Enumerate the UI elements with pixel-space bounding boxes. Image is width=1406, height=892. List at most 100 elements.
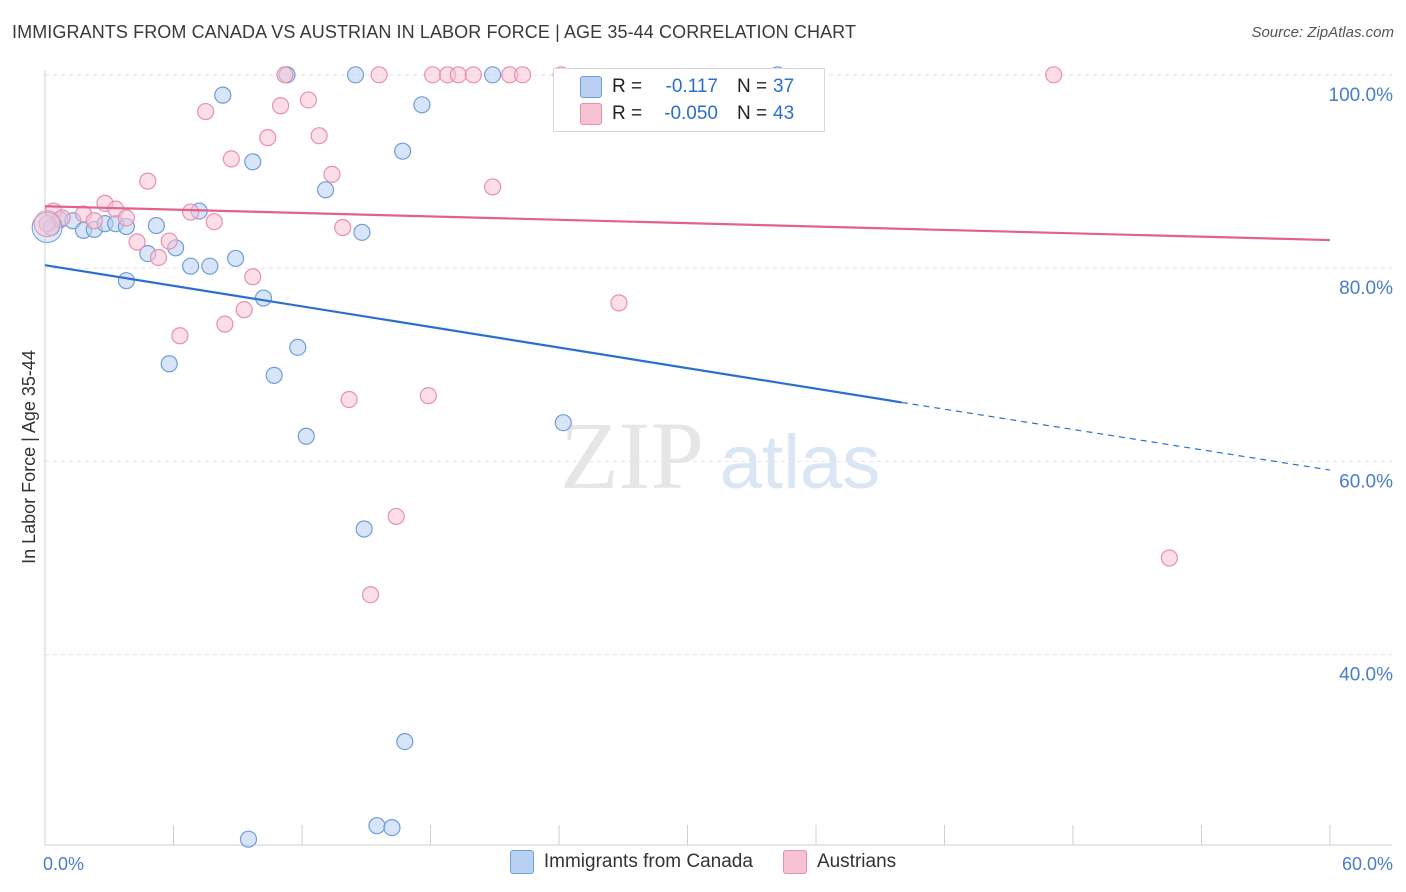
point-austrians <box>323 165 341 183</box>
point-austrians <box>117 209 135 227</box>
point-canada <box>265 366 283 384</box>
tick-labels: 40.0% 60.0% 80.0% 100.0% 0.0% 60.0% <box>43 85 1393 874</box>
point-austrians <box>182 203 200 221</box>
stats-swatch-blue <box>580 76 602 98</box>
point-canada <box>353 223 371 241</box>
chart-title: IMMIGRANTS FROM CANADA VS AUSTRIAN IN LA… <box>12 22 857 42</box>
trend-line-canada-extension <box>901 401 1331 471</box>
y-tick-label: 40.0% <box>1339 665 1393 686</box>
point-canada <box>413 96 431 114</box>
point-austrians <box>1160 549 1178 567</box>
point-austrians <box>340 390 358 409</box>
stats-swatch-pink <box>580 103 602 125</box>
watermark: ZIP atlas <box>560 402 880 509</box>
point-austrians <box>1045 66 1063 84</box>
y-tick-label: 60.0% <box>1339 471 1393 492</box>
point-austrians <box>38 215 56 233</box>
point-austrians <box>310 127 328 145</box>
cluster-point-canada <box>31 212 63 244</box>
cluster-point-austrians <box>33 210 61 238</box>
y-tick-label: 100.0% <box>1329 85 1394 106</box>
stats-n-label: N = <box>737 76 768 97</box>
point-canada <box>239 830 258 848</box>
x-tick-label: 60.0% <box>1342 854 1393 874</box>
stats-box: R = -0.117 N = 37 R = -0.050 N = 43 <box>553 68 825 132</box>
point-austrians <box>484 178 502 196</box>
point-canada <box>383 819 401 837</box>
source-label: Source: ZipAtlas.com <box>1251 24 1394 41</box>
point-austrians <box>244 268 262 286</box>
point-canada <box>297 427 315 445</box>
watermark-atlas: atlas <box>720 420 881 505</box>
point-canada <box>346 66 365 84</box>
point-canada <box>394 142 412 160</box>
point-canada <box>368 817 386 835</box>
point-austrians <box>85 212 103 230</box>
stats-n-value: 37 <box>773 76 795 97</box>
point-austrians <box>235 301 253 319</box>
point-austrians <box>449 66 467 84</box>
point-austrians <box>299 91 318 109</box>
grid-lines <box>45 74 1392 656</box>
point-austrians <box>149 248 168 267</box>
point-canada <box>254 289 273 307</box>
point-canada <box>201 257 219 275</box>
point-canada <box>214 86 232 104</box>
point-canada <box>117 272 135 290</box>
point-austrians <box>197 102 215 121</box>
point-austrians <box>216 315 234 333</box>
point-canada <box>316 181 335 199</box>
point-austrians <box>271 97 290 115</box>
point-austrians <box>205 213 223 231</box>
legend-item-canada[interactable]: Immigrants from Canada <box>509 850 753 874</box>
point-canada <box>147 216 165 235</box>
point-austrians <box>370 66 388 84</box>
legend-label: Austrians <box>816 851 897 872</box>
legend: Immigrants from Canada Austrians <box>0 850 1406 874</box>
trend-line-austrians <box>44 205 1331 242</box>
stats-n-value: 43 <box>773 103 795 124</box>
point-austrians <box>160 232 178 250</box>
point-austrians <box>128 233 146 251</box>
point-austrians <box>139 172 157 190</box>
point-austrians <box>424 66 442 84</box>
y-axis-label: In Labor Force | Age 35-44 <box>19 350 39 564</box>
point-canada <box>160 355 178 373</box>
point-canada <box>396 733 414 751</box>
point-austrians <box>222 150 240 168</box>
axes <box>44 70 1392 846</box>
point-austrians <box>513 66 532 84</box>
legend-swatch-pink <box>782 850 807 874</box>
point-austrians <box>419 387 437 405</box>
point-austrians <box>610 294 628 312</box>
trend-lines <box>44 205 1331 471</box>
stats-n-label: N = <box>737 103 768 124</box>
point-austrians <box>276 66 294 84</box>
stats-r-label: R = <box>612 103 643 124</box>
point-canada <box>182 257 200 275</box>
y-tick-label: 80.0% <box>1339 278 1393 299</box>
data-points <box>31 66 1178 848</box>
x-tick-label: 0.0% <box>43 854 84 874</box>
point-canada <box>484 66 502 84</box>
point-canada <box>244 153 262 171</box>
point-canada <box>227 249 245 268</box>
point-austrians <box>259 129 277 147</box>
point-austrians <box>334 218 352 237</box>
point-canada <box>289 338 307 356</box>
point-austrians <box>464 66 482 84</box>
point-canada <box>355 520 373 538</box>
point-austrians <box>171 327 189 345</box>
watermark-zip: ZIP <box>560 402 704 509</box>
point-canada <box>554 414 572 432</box>
point-austrians <box>387 507 405 526</box>
stats-r-value: -0.117 <box>665 76 718 97</box>
stats-r-value: -0.050 <box>664 103 718 124</box>
legend-swatch-blue <box>509 850 534 874</box>
trend-line-canada <box>44 264 902 404</box>
point-austrians <box>361 586 380 604</box>
legend-item-austrians[interactable]: Austrians <box>782 850 897 874</box>
legend-label: Immigrants from Canada <box>543 851 753 872</box>
stats-r-label: R = <box>612 76 643 97</box>
